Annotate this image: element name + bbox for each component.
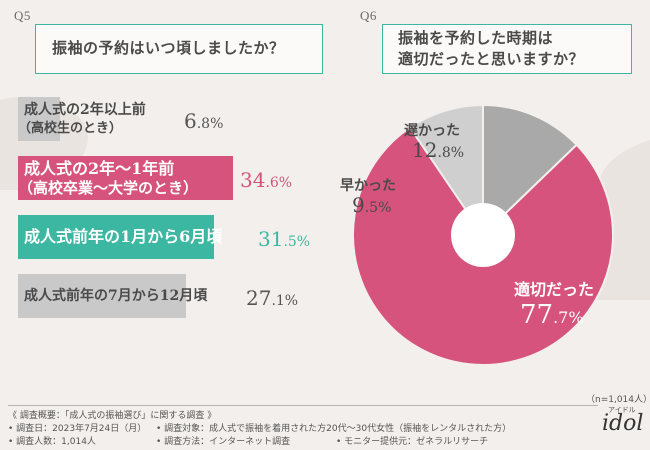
q5-label: Q5: [14, 8, 31, 23]
q5-bar-4: [18, 274, 186, 318]
pie-slice-early: [408, 103, 484, 239]
q5-bar-1-label: 成人式の2年以上前: [24, 102, 146, 118]
pie-label-appropriate-name: 適切だった: [514, 280, 595, 299]
q5-bar-2-label: 成人式の2年〜1年前: [24, 159, 175, 178]
q5-question-box: [35, 24, 323, 74]
footer-overview: 《 調査概要：「成人式の振袖選び」に関する調査 》: [8, 411, 217, 421]
pie-center-hole: [451, 203, 515, 267]
q5-bar-3-value: 31.5%: [258, 227, 311, 251]
q5-question: 振袖の予約はいつ頃しましたか？: [52, 39, 285, 57]
q5-bar-3: [18, 215, 214, 259]
footer-method: • 調査方法：インターネット調査: [156, 437, 291, 447]
q5-bar-2-sublabel: （高校卒業〜大学のとき）: [18, 179, 199, 197]
footer-target: • 調査対象：成人式で振袖を着用された方20代〜30代女性（振袖をレンタルされた…: [156, 424, 512, 434]
pie-sample-note: （n=1,014人）: [586, 395, 650, 405]
q5-bar-4-label: 成人式前年の7月から12月頃: [24, 288, 208, 304]
footer-divider: [8, 405, 598, 406]
pie-label-early-name: 早かった: [340, 178, 396, 194]
q6-question-box: [382, 24, 632, 74]
footer-count: • 調査人数：1,014人: [8, 437, 96, 447]
q6-question-line2: 適切だったと思いますか？: [398, 50, 585, 68]
footer-date: • 調査日：2023年7月24日（月）: [8, 424, 147, 434]
pie-label-early-pct: 9.5%: [352, 193, 392, 217]
pie-label-late-pct: 12.8%: [412, 138, 465, 162]
q5-bar-4-value: 27.1%: [246, 286, 299, 310]
q5-bar-3-label: 成人式前年の1月から6月頃: [24, 227, 223, 246]
q6-label: Q6: [360, 8, 377, 23]
q5-bar-1: [18, 97, 60, 141]
q6-question-line1: 振袖を予約した時期は: [398, 29, 554, 47]
q5-bar-2-value: 34.6%: [240, 168, 293, 192]
logo-kana: アイドル: [608, 406, 636, 414]
idol-logo: アイドル idol: [600, 405, 646, 447]
q5-bar-2: [18, 156, 233, 200]
logo-wordmark: idol: [602, 411, 644, 436]
q5-bar-1-sublabel: （高校生のとき）: [18, 121, 123, 136]
footer-provider: • モニター提供元：ゼネラルリサーチ: [336, 437, 489, 447]
pie-slice-late: [482, 103, 579, 238]
q5-bar-1-value: 6.8%: [184, 109, 224, 133]
pie-label-appropriate-pct: 77.7%: [520, 300, 584, 330]
pie-label-late-name: 遅かった: [404, 123, 460, 139]
